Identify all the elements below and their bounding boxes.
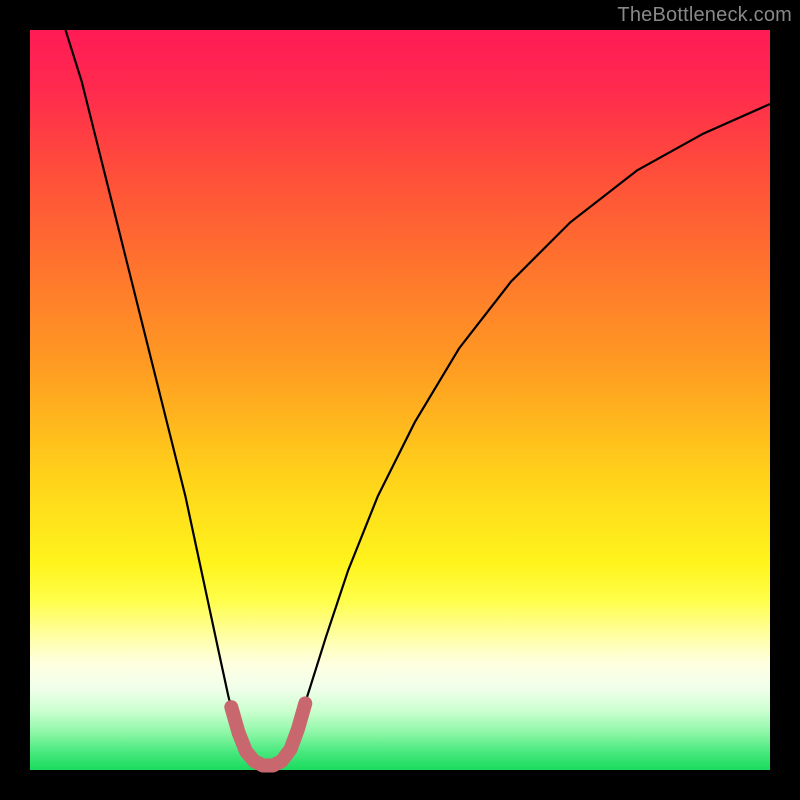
watermark-text: TheBottleneck.com	[617, 4, 792, 27]
trough-marker	[231, 703, 305, 765]
curve-layer	[30, 30, 770, 770]
bottleneck-curve	[66, 30, 770, 766]
plot-area	[30, 30, 770, 770]
chart-container: TheBottleneck.com	[0, 0, 800, 800]
